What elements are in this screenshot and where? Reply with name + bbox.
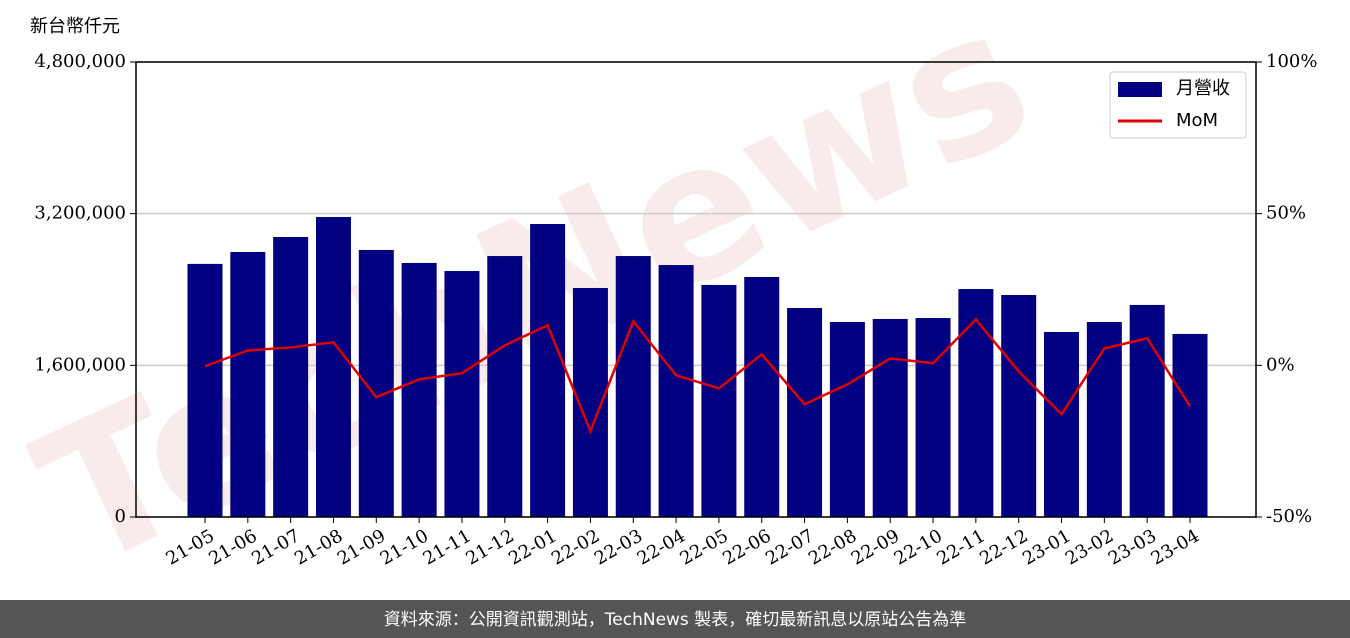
bar [230,251,266,517]
bar [958,289,994,517]
bar [701,284,737,517]
bar [487,256,523,517]
y2-tick-label: 50% [1266,203,1306,224]
bar [1044,331,1080,517]
y-tick-label: 4,800,000 [34,51,126,72]
bar [315,216,351,517]
y2-tick-label: -50% [1266,506,1312,527]
y2-tick-label: 0% [1266,354,1295,375]
bar [915,318,951,517]
bar [530,223,566,517]
footer: 資料來源：公開資訊觀測站，TechNews 製表，確切最新訊息以原站公告為準 [384,610,966,630]
line [204,317,1192,435]
legend-swatch [1118,82,1162,97]
footer-bar [0,600,1350,638]
bar [273,236,309,517]
bar [872,318,908,517]
bar [829,322,865,517]
plot-frame [135,61,1257,518]
bar [1129,304,1165,517]
y-tick-label: 1,600,000 [34,354,126,375]
bar [1172,333,1208,517]
y-tick-label: 0 [115,506,126,527]
y-tick-label: 3,200,000 [34,203,126,224]
legend-label: MoM [1176,110,1218,131]
bar [1086,322,1122,517]
y-axis-label: 新台幣仟元 [30,16,120,37]
bar [401,262,437,517]
bar [444,271,480,517]
bar [744,276,780,517]
bar [658,265,694,517]
bar [787,307,823,517]
bar [1001,294,1037,517]
y2-tick-label: 100% [1266,51,1317,72]
bar [187,263,223,517]
bar [615,256,651,517]
legend-label: 月營收 [1176,78,1230,99]
